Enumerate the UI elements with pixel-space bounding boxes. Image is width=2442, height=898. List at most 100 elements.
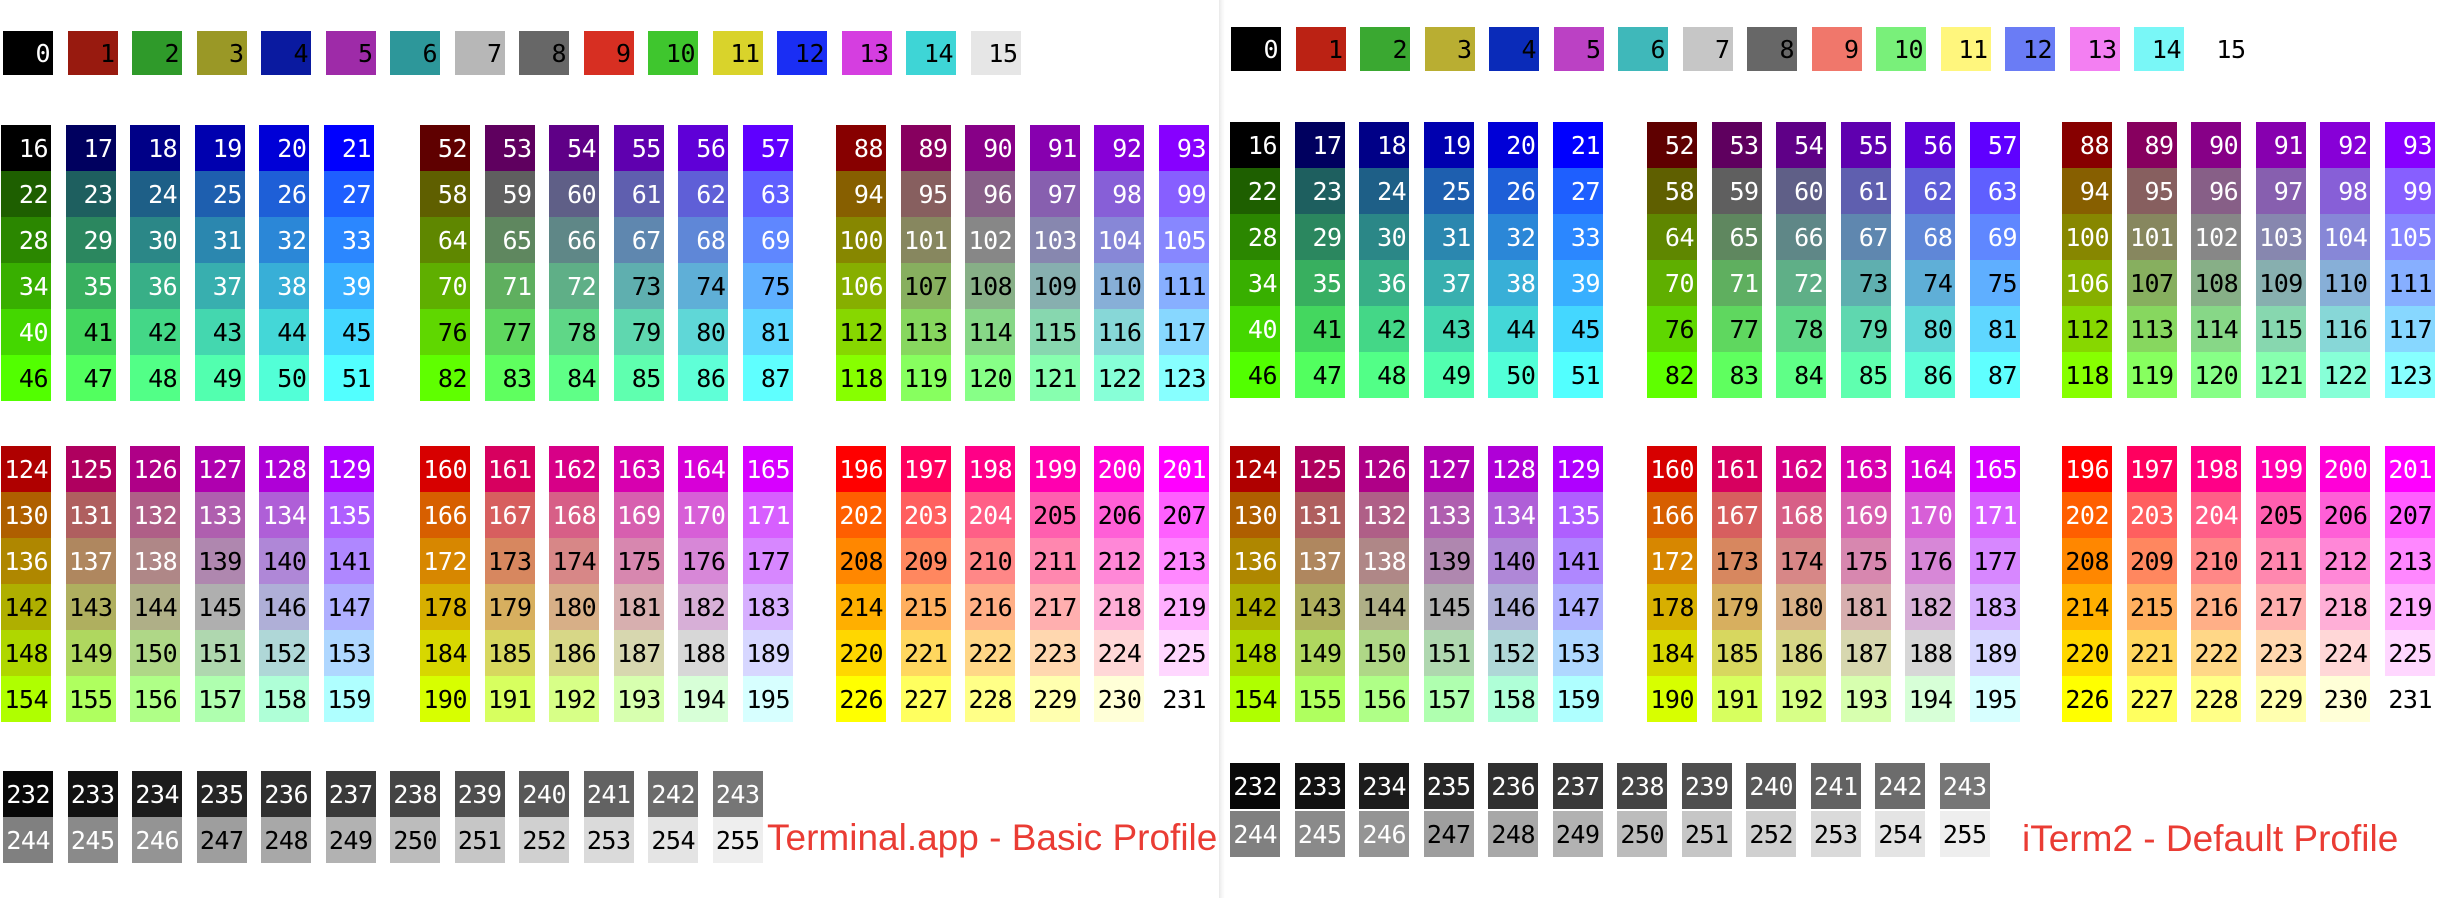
cube-color-84: 84 [1776,352,1827,398]
cube-color-116: 116 [2320,306,2371,352]
cube-color-18: 18 [1359,122,1410,168]
cube-color-43: 43 [194,309,245,355]
cube-color-190: 190 [1647,676,1697,722]
cube-color-21: 21 [324,125,374,171]
cube-color-111: 111 [1159,263,1209,309]
cube-color-199: 199 [1029,446,1080,492]
cube-color-189: 189 [1970,630,2020,676]
cube-color-122: 122 [1094,355,1145,401]
cube-color-229: 229 [1029,676,1080,722]
cube-color-197: 197 [900,446,951,492]
cube-color-52: 52 [1647,122,1697,168]
gray-color-240: 240 [1746,763,1796,809]
ansi-color-4: 4 [1489,27,1539,71]
cube-color-71: 71 [484,263,535,309]
cube-color-35: 35 [65,263,116,309]
cube-color-163: 163 [613,446,664,492]
cube-color-121: 121 [1029,355,1080,401]
cube-color-45: 45 [1553,306,1603,352]
cube-color-93: 93 [1159,125,1209,171]
cube-color-125: 125 [65,446,116,492]
cube-color-219: 219 [2385,584,2435,630]
cube-color-170: 170 [678,492,729,538]
gray-color-254: 254 [648,817,698,863]
gray-color-243: 243 [1939,763,1990,809]
cube-color-199: 199 [2255,446,2306,492]
cube-color-146: 146 [1488,584,1539,630]
cube-color-208: 208 [2062,538,2112,584]
gray-color-233: 233 [67,771,118,817]
gray-color-255: 255 [712,817,763,863]
cube-color-82: 82 [420,355,470,401]
cube-color-55: 55 [613,125,664,171]
cube-color-165: 165 [1970,446,2020,492]
gray-color-244: 244 [1230,811,1280,857]
cube-color-68: 68 [678,217,729,263]
profile-label: Terminal.app - Basic Profile [767,817,1218,858]
cube-color-127: 127 [194,446,245,492]
cube-color-220: 220 [836,630,886,676]
cube-color-220: 220 [2062,630,2112,676]
cube-color-141: 141 [324,538,374,584]
gray-color-251: 251 [1681,811,1732,857]
cube-color-210: 210 [965,538,1016,584]
cube-color-64: 64 [420,217,470,263]
cube-color-119: 119 [2126,352,2177,398]
cube-color-137: 137 [65,538,116,584]
cube-color-209: 209 [2126,538,2177,584]
cube-color-225: 225 [2385,630,2435,676]
cube-color-224: 224 [1094,630,1145,676]
cube-color-128: 128 [259,446,310,492]
cube-color-198: 198 [965,446,1016,492]
cube-color-149: 149 [1294,630,1345,676]
gray-color-254: 254 [1875,811,1925,857]
cube-color-108: 108 [2191,260,2242,306]
cube-color-198: 198 [2191,446,2242,492]
cube-color-101: 101 [2126,214,2177,260]
gray-color-238: 238 [390,771,440,817]
gray-color-234: 234 [132,771,182,817]
cube-color-87: 87 [743,355,793,401]
cube-color-155: 155 [65,676,116,722]
cube-color-41: 41 [65,309,116,355]
cube-color-74: 74 [1905,260,1956,306]
cube-color-57: 57 [1970,122,2020,168]
cube-color-202: 202 [836,492,886,538]
cube-color-214: 214 [836,584,886,630]
cube-color-133: 133 [1423,492,1474,538]
cube-color-210: 210 [2191,538,2242,584]
cube-color-40: 40 [1230,306,1280,352]
cube-color-143: 143 [65,584,116,630]
cube-color-132: 132 [130,492,181,538]
cube-color-141: 141 [1553,538,1603,584]
cube-color-194: 194 [678,676,729,722]
cube-color-86: 86 [678,355,729,401]
cube-color-96: 96 [2191,168,2242,214]
cube-color-186: 186 [1776,630,1827,676]
cube-color-133: 133 [194,492,245,538]
cube-color-221: 221 [2126,630,2177,676]
cube-color-207: 207 [1159,492,1209,538]
cube-color-224: 224 [2320,630,2371,676]
ansi-color-0: 0 [1231,27,1281,71]
cube-color-106: 106 [836,263,886,309]
cube-color-106: 106 [2062,260,2112,306]
cube-color-53: 53 [484,125,535,171]
cube-color-204: 204 [2191,492,2242,538]
profile-label: iTerm2 - Default Profile [2022,818,2399,859]
cube-color-151: 151 [1423,630,1474,676]
cube-color-135: 135 [324,492,374,538]
ansi-color-6: 6 [390,31,440,75]
cube-color-207: 207 [2385,492,2435,538]
cube-color-130: 130 [1,492,51,538]
cube-color-148: 148 [1,630,51,676]
cube-color-128: 128 [1488,446,1539,492]
cube-color-37: 37 [1423,260,1474,306]
cube-color-201: 201 [1159,446,1209,492]
cube-color-113: 113 [900,309,951,355]
cube-color-17: 17 [1294,122,1345,168]
cube-color-50: 50 [259,355,310,401]
cube-color-18: 18 [130,125,181,171]
cube-color-56: 56 [678,125,729,171]
ansi-color-4: 4 [261,31,311,75]
